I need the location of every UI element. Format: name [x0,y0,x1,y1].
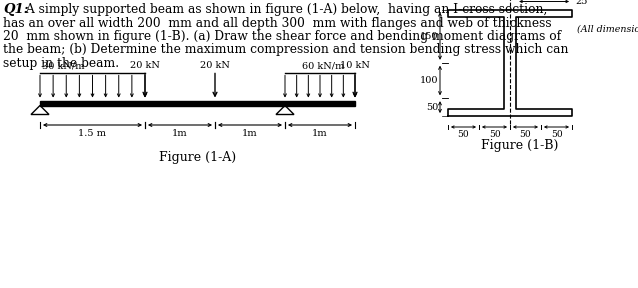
Text: 20  mm shown in figure (1-B). (a) Draw the shear force and bending moment diagra: 20 mm shown in figure (1-B). (a) Draw th… [3,30,561,43]
Text: has an over all width 200  mm and all depth 300  mm with flanges and web of thic: has an over all width 200 mm and all dep… [3,16,552,29]
Text: 1.5 m: 1.5 m [78,129,107,138]
Text: 50: 50 [551,130,562,139]
Bar [40,101,355,105]
Text: 30 kN/m: 30 kN/m [42,62,84,71]
Text: A simply supported beam as shown in figure (1-A) below,  having an I-cross secti: A simply supported beam as shown in figu… [22,3,547,16]
Text: 100: 100 [420,76,438,85]
Text: 50: 50 [457,130,470,139]
Text: Figure (1-A): Figure (1-A) [159,151,236,164]
Text: 10 kN: 10 kN [340,60,370,69]
Text: 1m: 1m [242,129,258,138]
Text: 20 kN: 20 kN [200,60,230,69]
Text: Figure (1-B): Figure (1-B) [481,139,559,153]
Text: the beam; (b) Determine the maximum compression and tension bending stress which: the beam; (b) Determine the maximum comp… [3,43,568,56]
Text: 1m: 1m [172,129,188,138]
Text: 50: 50 [489,130,500,139]
Text: Q1:: Q1: [3,3,29,16]
Text: setup in the beam.: setup in the beam. [3,57,119,70]
Text: 50: 50 [426,103,438,112]
Text: (All dimensions in mm): (All dimensions in mm) [577,25,638,34]
Text: 25: 25 [575,0,588,6]
Text: 50: 50 [520,130,531,139]
Text: 20 kN: 20 kN [130,60,160,69]
Text: 60 kN/m: 60 kN/m [302,62,345,71]
Text: 150: 150 [420,32,438,41]
Text: 1m: 1m [312,129,328,138]
